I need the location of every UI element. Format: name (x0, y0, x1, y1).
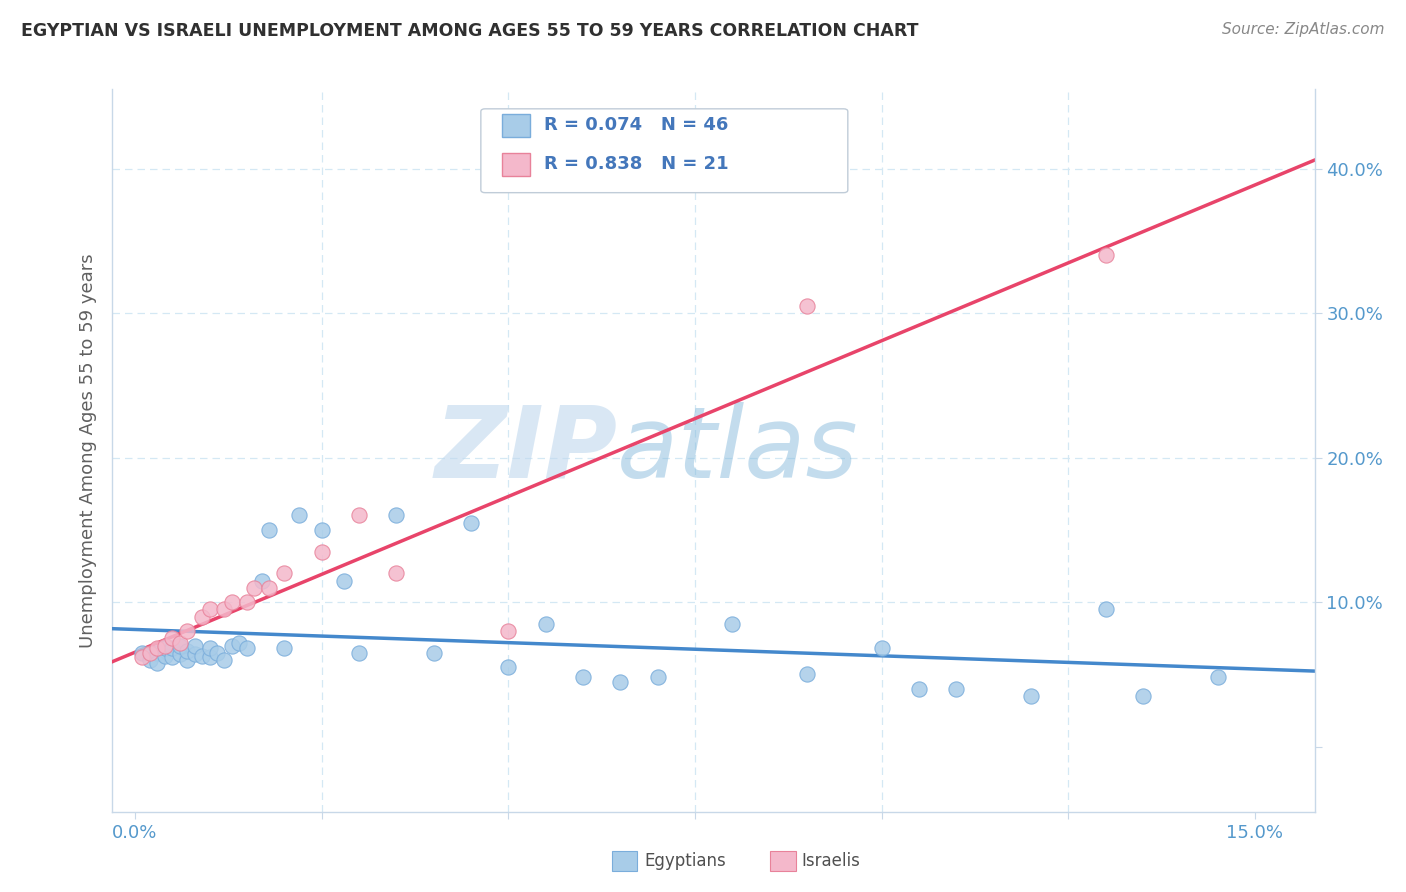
Point (496, 660, 519, 674)
Point (460, 516, 482, 530)
Point (311, 544, 333, 558)
Point (347, 646, 370, 660)
Point (160, 632, 183, 646)
Point (160, 650, 183, 665)
Text: R = 0.838   N = 21: R = 0.838 N = 21 (544, 155, 728, 173)
Text: ZIP: ZIP (434, 402, 617, 499)
Point (273, 566, 295, 581)
Point (153, 648, 176, 663)
Point (153, 641, 176, 656)
Point (908, 681, 931, 696)
Text: EGYPTIAN VS ISRAELI UNEMPLOYMENT AMONG AGES 55 TO 59 YEARS CORRELATION CHART: EGYPTIAN VS ISRAELI UNEMPLOYMENT AMONG A… (21, 22, 918, 40)
Point (198, 641, 221, 656)
Point (1094, 248, 1116, 262)
Point (385, 566, 408, 581)
Text: Egyptians: Egyptians (644, 852, 725, 870)
Point (259, 523, 281, 537)
Point (236, 641, 259, 656)
Point (647, 670, 669, 684)
Point (153, 639, 176, 653)
Point (191, 648, 214, 663)
Point (721, 616, 744, 631)
Point (609, 674, 631, 689)
Point (273, 641, 295, 656)
Point (214, 602, 236, 616)
Point (870, 641, 893, 656)
Point (205, 646, 228, 660)
Point (422, 646, 444, 660)
Point (1094, 602, 1116, 616)
Point (146, 646, 169, 660)
Point (534, 616, 557, 631)
Point (1019, 689, 1042, 703)
Point (572, 670, 595, 684)
Point (183, 639, 205, 653)
Point (243, 581, 266, 595)
Point (198, 602, 221, 616)
Y-axis label: Unemployment Among Ages 55 to 59 years: Unemployment Among Ages 55 to 59 years (79, 253, 97, 648)
Point (221, 639, 243, 653)
Point (169, 647, 191, 661)
Point (945, 681, 967, 696)
Point (385, 508, 408, 523)
Point (214, 653, 236, 667)
Point (131, 646, 153, 660)
Point (333, 574, 356, 588)
Point (139, 646, 162, 660)
Point (228, 635, 250, 649)
Point (311, 523, 333, 537)
Point (236, 595, 259, 609)
Point (169, 639, 191, 653)
Point (250, 574, 273, 588)
Point (146, 656, 169, 670)
Point (496, 624, 519, 639)
Point (198, 650, 221, 665)
Point (1206, 670, 1229, 684)
Point (176, 644, 198, 658)
Text: R = 0.074   N = 46: R = 0.074 N = 46 (544, 116, 728, 134)
Point (160, 641, 183, 656)
Point (221, 595, 243, 609)
Point (146, 641, 169, 656)
Point (176, 653, 198, 667)
Point (169, 635, 191, 649)
Point (139, 653, 162, 667)
Point (796, 667, 818, 681)
Point (259, 581, 281, 595)
Point (796, 299, 818, 313)
Point (131, 650, 153, 665)
Point (347, 508, 370, 523)
Point (176, 624, 198, 639)
Text: Israelis: Israelis (801, 852, 860, 870)
Text: atlas: atlas (617, 402, 859, 499)
Point (183, 647, 205, 661)
Point (288, 508, 311, 523)
Text: Source: ZipAtlas.com: Source: ZipAtlas.com (1222, 22, 1385, 37)
Point (191, 609, 214, 624)
Point (1132, 689, 1154, 703)
